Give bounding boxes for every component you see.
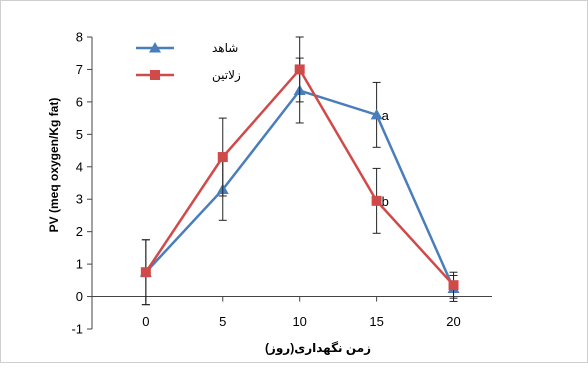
y-tick-label: 4	[76, 159, 83, 174]
data-point	[140, 267, 151, 278]
legend: شاهد زلاتین	[136, 41, 241, 83]
legend-marker	[150, 70, 160, 80]
x-tick-label: 5	[219, 314, 226, 329]
series-layer: ab	[139, 36, 460, 306]
legend-marker	[149, 42, 161, 53]
x-tick-label: 20	[446, 314, 460, 329]
x-tick-label: 15	[369, 314, 383, 329]
y-tick-label: 8	[76, 30, 83, 45]
y-tick-label: 5	[76, 127, 83, 142]
data-point	[370, 108, 383, 120]
y-tick-label: 2	[76, 224, 83, 239]
data-point	[217, 152, 228, 163]
x-tick-label: 0	[142, 314, 149, 329]
annotation-label: a	[382, 108, 390, 123]
legend-entry-2: زلاتین	[136, 68, 241, 83]
legend-label: زلاتین	[212, 68, 241, 83]
annotation-label: b	[382, 194, 389, 209]
y-tick-label: 0	[76, 289, 83, 304]
y-tick-label: 7	[76, 62, 83, 77]
y-tick-label: 1	[76, 257, 83, 272]
legend-label: شاهد	[212, 41, 238, 55]
data-point	[448, 280, 459, 291]
y-tick-label: 6	[76, 94, 83, 109]
axes-layer: -1 0 1 2 3 4 5 6 7 8 0 5 10 15 20	[71, 30, 492, 337]
y-axis-title: PV (meq oxygen/Kg fat)	[47, 98, 61, 233]
x-axis-title: زمن نگهداری(روز)	[265, 341, 371, 356]
y-tick-label: 3	[76, 192, 83, 207]
data-point	[371, 195, 382, 206]
x-tick-label: 10	[292, 314, 306, 329]
y-tick-label: -1	[71, 322, 83, 337]
data-point	[294, 64, 305, 75]
series-2	[140, 36, 459, 306]
legend-entry-1: شاهد	[136, 41, 238, 55]
